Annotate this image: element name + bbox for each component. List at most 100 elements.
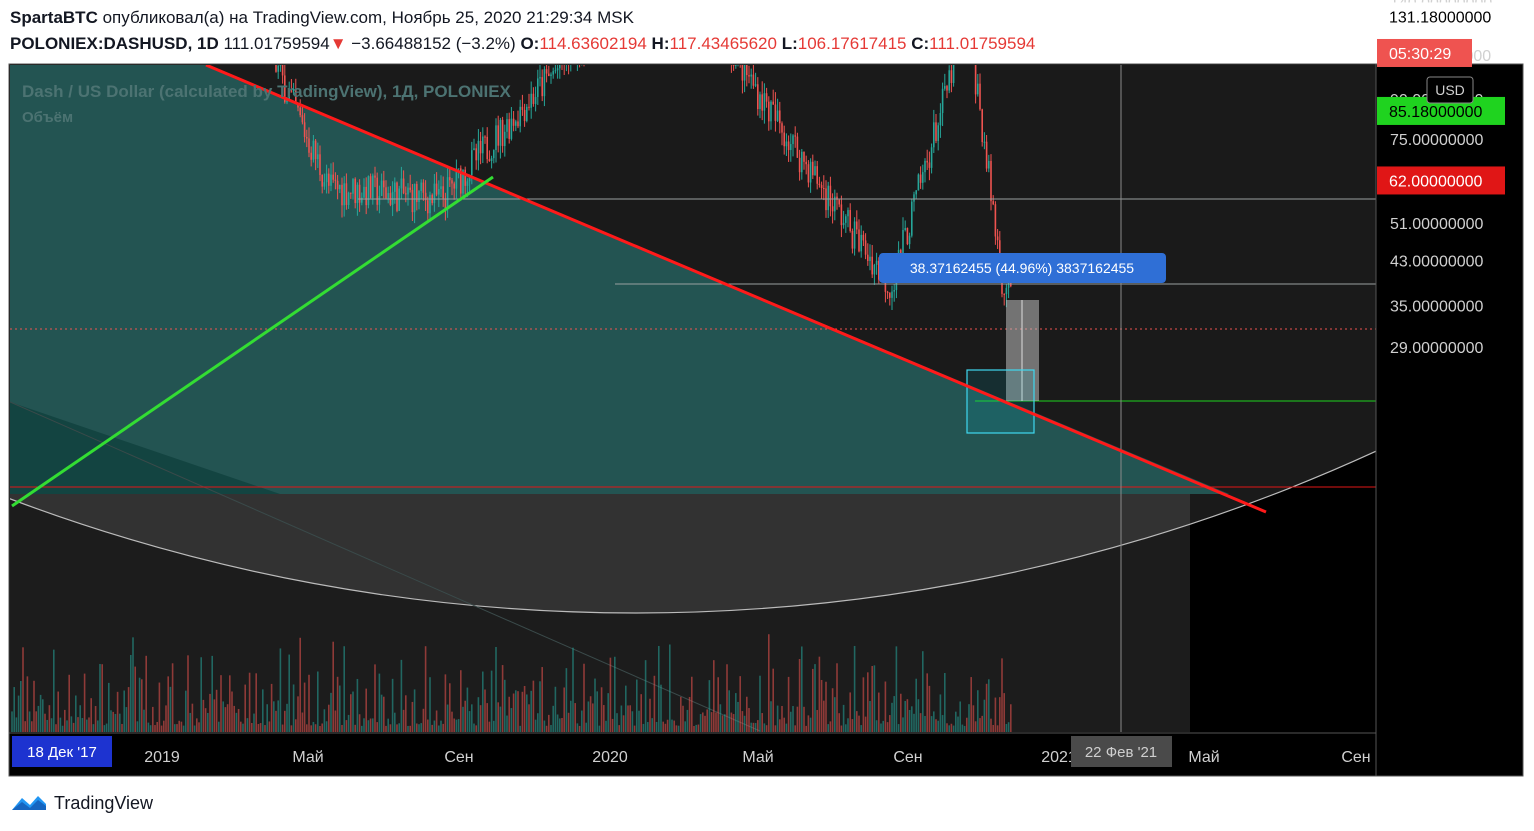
volume-bar (710, 712, 713, 732)
volume-bar (798, 659, 801, 732)
candle-body (590, 16, 592, 35)
candle-body (350, 192, 352, 194)
candle-body (790, 144, 792, 151)
candle-body (314, 140, 317, 160)
volume-bar (231, 691, 233, 732)
candle-body (941, 88, 944, 114)
green-trendline[interactable] (11, 175, 494, 508)
volume-bar (761, 713, 763, 732)
volume-bar (462, 706, 464, 732)
author-name[interactable]: SpartaBTC (10, 8, 98, 27)
volume-bar (924, 715, 926, 732)
volume-bar (759, 675, 761, 732)
low-label: L: (781, 34, 798, 53)
volume-bar (891, 702, 893, 732)
volume-bar (306, 724, 308, 732)
legend-volume: Объём (22, 109, 73, 126)
volume-bar (864, 716, 867, 732)
candle-body (847, 210, 849, 217)
candle-body (964, 18, 966, 22)
volume-bar (336, 676, 339, 732)
candle-body (495, 125, 497, 151)
candle-body (477, 140, 480, 161)
candle-body (570, 48, 572, 63)
volume-bar (576, 723, 579, 732)
volume-bar (554, 686, 557, 732)
price-label-text: 05:30:29 (1389, 46, 1451, 63)
volume-bar (913, 713, 915, 732)
candle-body (928, 162, 931, 168)
volume-bar (325, 721, 328, 732)
volume-bar (235, 712, 238, 732)
candle-body (418, 190, 420, 203)
candle-body (539, 77, 541, 79)
volume-bar (475, 725, 477, 732)
candle-body (572, 35, 574, 48)
volume-bar (1003, 693, 1005, 732)
currency-badge[interactable] (1426, 76, 1474, 104)
volume-bar (446, 704, 449, 732)
volume-bar (567, 712, 570, 732)
time-tick-label: Сен (893, 749, 922, 766)
price-label-text: 85.18000000 (1389, 104, 1483, 121)
volume-bar (504, 679, 506, 732)
volume-bar (471, 704, 473, 732)
volume-bar (928, 685, 931, 732)
volume-bar (578, 725, 581, 732)
candle-body (973, 30, 975, 56)
volume-bar (354, 724, 356, 732)
candle-body (632, 0, 634, 4)
candle-body (484, 136, 486, 138)
volume-bar (911, 706, 913, 732)
candle-body (380, 180, 383, 197)
volume-bar (22, 647, 24, 732)
time-axis[interactable]: 2019 Май Сен 2020 Май Сен 2021 Май Сен (144, 749, 1370, 766)
volume-bar (88, 717, 90, 732)
candle-body (864, 240, 867, 255)
candle-body (621, 0, 623, 13)
volume-bar (642, 723, 645, 732)
candle-body (341, 184, 343, 206)
volume-bar (130, 654, 132, 732)
volume-bar (541, 667, 543, 732)
candle-body (763, 93, 766, 111)
volume-bar (702, 712, 704, 732)
volume-bar (97, 720, 99, 732)
volume-bar (809, 717, 812, 732)
candle-body (829, 185, 832, 207)
volume-bar (609, 657, 612, 732)
close-value: 111.01759594 (929, 34, 1036, 53)
red-trendline[interactable] (205, 65, 1267, 514)
candle-body (1003, 293, 1005, 295)
candle-body (726, 35, 728, 50)
volume-bar (369, 718, 372, 732)
volume-bar (849, 692, 851, 732)
open-value: 114.63602194 (539, 34, 647, 53)
volume-bar (72, 722, 75, 732)
price-tick-label: 29.00000000 (1390, 340, 1484, 357)
candle-body (482, 136, 484, 154)
volume-bar (160, 725, 163, 732)
candle-body (552, 71, 554, 75)
candle-body (915, 190, 917, 195)
volume-bar (180, 721, 183, 732)
volume-bar (339, 685, 341, 732)
candle-body (1007, 281, 1010, 288)
volume-bar (633, 725, 636, 732)
brand-name[interactable]: TradingView (54, 792, 154, 813)
candle-body (499, 119, 502, 146)
volume-bar (952, 725, 955, 732)
candle-body (473, 148, 475, 151)
volume-bar (968, 704, 970, 732)
candle-body (849, 210, 851, 231)
volume-bar (818, 656, 821, 732)
volume-bar (851, 719, 854, 732)
candle-body (722, 28, 724, 48)
volume-bar (611, 718, 614, 732)
volume-bar (237, 709, 240, 732)
candle-body (488, 159, 491, 161)
candle-body (262, 28, 264, 30)
volume-bar (442, 723, 444, 732)
time-tick-label: Сен (1341, 749, 1370, 766)
